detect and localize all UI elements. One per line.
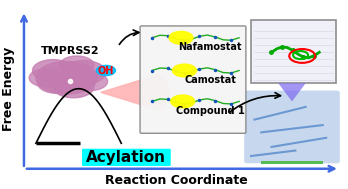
Circle shape bbox=[96, 65, 116, 76]
Circle shape bbox=[53, 76, 94, 98]
Polygon shape bbox=[278, 83, 306, 101]
Text: Camostat: Camostat bbox=[184, 75, 236, 85]
FancyBboxPatch shape bbox=[244, 91, 340, 163]
FancyBboxPatch shape bbox=[261, 161, 323, 164]
Circle shape bbox=[173, 64, 196, 77]
FancyBboxPatch shape bbox=[82, 149, 171, 166]
Text: Compound 1: Compound 1 bbox=[176, 106, 244, 116]
Circle shape bbox=[29, 69, 63, 87]
Wedge shape bbox=[101, 74, 169, 111]
Circle shape bbox=[169, 31, 193, 44]
FancyBboxPatch shape bbox=[251, 20, 337, 83]
Circle shape bbox=[60, 56, 94, 74]
Text: Free Energy: Free Energy bbox=[2, 46, 15, 131]
Circle shape bbox=[171, 95, 195, 108]
Text: OH: OH bbox=[98, 66, 114, 76]
Circle shape bbox=[36, 61, 97, 94]
Text: TMPRSS2: TMPRSS2 bbox=[41, 46, 100, 56]
FancyBboxPatch shape bbox=[140, 26, 246, 133]
Text: Reaction Coordinate: Reaction Coordinate bbox=[104, 174, 247, 187]
Circle shape bbox=[73, 72, 108, 91]
Text: Acylation: Acylation bbox=[86, 150, 166, 165]
Circle shape bbox=[62, 60, 106, 84]
Text: Nafamostat: Nafamostat bbox=[178, 42, 242, 52]
Circle shape bbox=[32, 60, 73, 81]
Circle shape bbox=[38, 73, 75, 93]
